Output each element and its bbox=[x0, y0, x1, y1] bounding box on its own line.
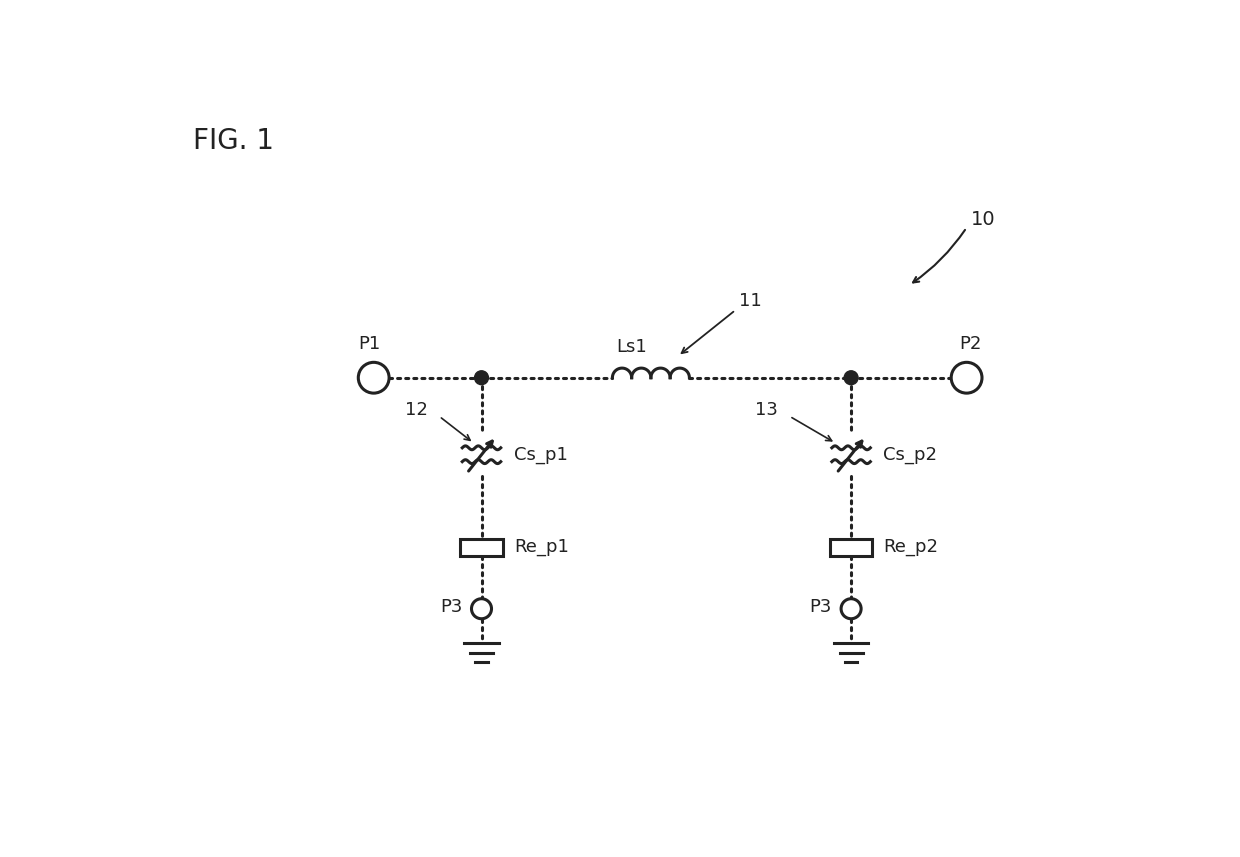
Text: Re_p1: Re_p1 bbox=[513, 538, 569, 556]
Circle shape bbox=[841, 599, 861, 619]
Circle shape bbox=[475, 371, 489, 385]
Circle shape bbox=[358, 363, 389, 393]
Text: 11: 11 bbox=[739, 291, 763, 309]
Text: 13: 13 bbox=[755, 401, 777, 419]
Circle shape bbox=[844, 371, 858, 385]
Circle shape bbox=[951, 363, 982, 393]
Bar bbox=[830, 539, 872, 555]
Text: Re_p2: Re_p2 bbox=[883, 538, 939, 556]
Text: 12: 12 bbox=[404, 401, 428, 419]
Text: Cs_p1: Cs_p1 bbox=[513, 446, 568, 464]
Bar bbox=[460, 539, 502, 555]
Text: P3: P3 bbox=[810, 598, 832, 616]
Text: P3: P3 bbox=[440, 598, 463, 616]
Text: Cs_p2: Cs_p2 bbox=[883, 446, 937, 464]
Text: 10: 10 bbox=[971, 210, 994, 230]
Text: P1: P1 bbox=[358, 335, 381, 353]
Circle shape bbox=[471, 599, 491, 619]
Text: Ls1: Ls1 bbox=[616, 339, 647, 357]
Text: P2: P2 bbox=[960, 335, 982, 353]
Text: FIG. 1: FIG. 1 bbox=[192, 128, 274, 155]
